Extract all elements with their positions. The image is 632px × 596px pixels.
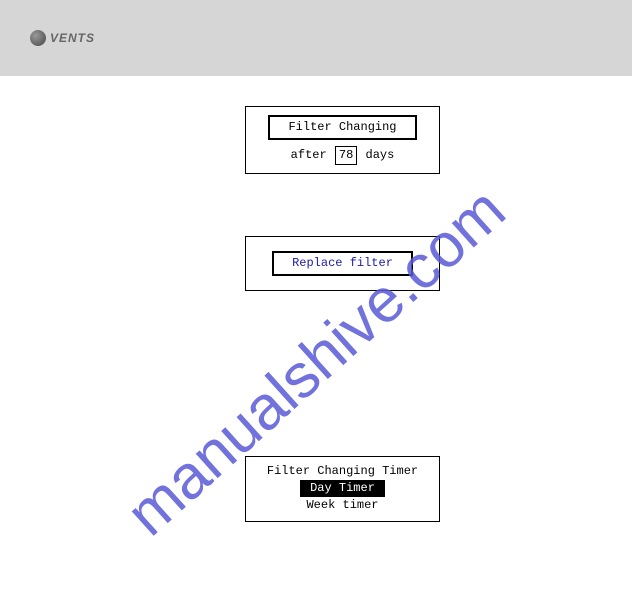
after-prefix: after — [291, 148, 327, 162]
lcd-filter-changing: Filter Changing after 78 days — [245, 106, 440, 174]
menu-item-filter-changing-timer[interactable]: Filter Changing Timer — [252, 463, 433, 480]
days-value-box[interactable]: 78 — [335, 146, 357, 165]
menu-item-week-timer[interactable]: Week timer — [252, 497, 433, 514]
filter-changing-button[interactable]: Filter Changing — [268, 115, 416, 140]
header-bar: VENTS — [0, 0, 632, 76]
after-suffix: days — [366, 148, 395, 162]
logo-text: VENTS — [50, 31, 95, 45]
menu-item-day-timer-selected: Day Timer — [300, 480, 385, 497]
replace-filter-button[interactable]: Replace filter — [272, 251, 413, 276]
menu-item-day-timer[interactable]: Day Timer — [252, 480, 433, 497]
filter-days-row: after 78 days — [252, 146, 433, 165]
logo-icon — [30, 30, 46, 46]
page-content: manualshive.com Filter Changing after 78… — [0, 76, 632, 596]
lcd-replace-filter: Replace filter — [245, 236, 440, 291]
lcd-timer-menu: Filter Changing Timer Day Timer Week tim… — [245, 456, 440, 522]
brand-logo: VENTS — [30, 30, 95, 46]
